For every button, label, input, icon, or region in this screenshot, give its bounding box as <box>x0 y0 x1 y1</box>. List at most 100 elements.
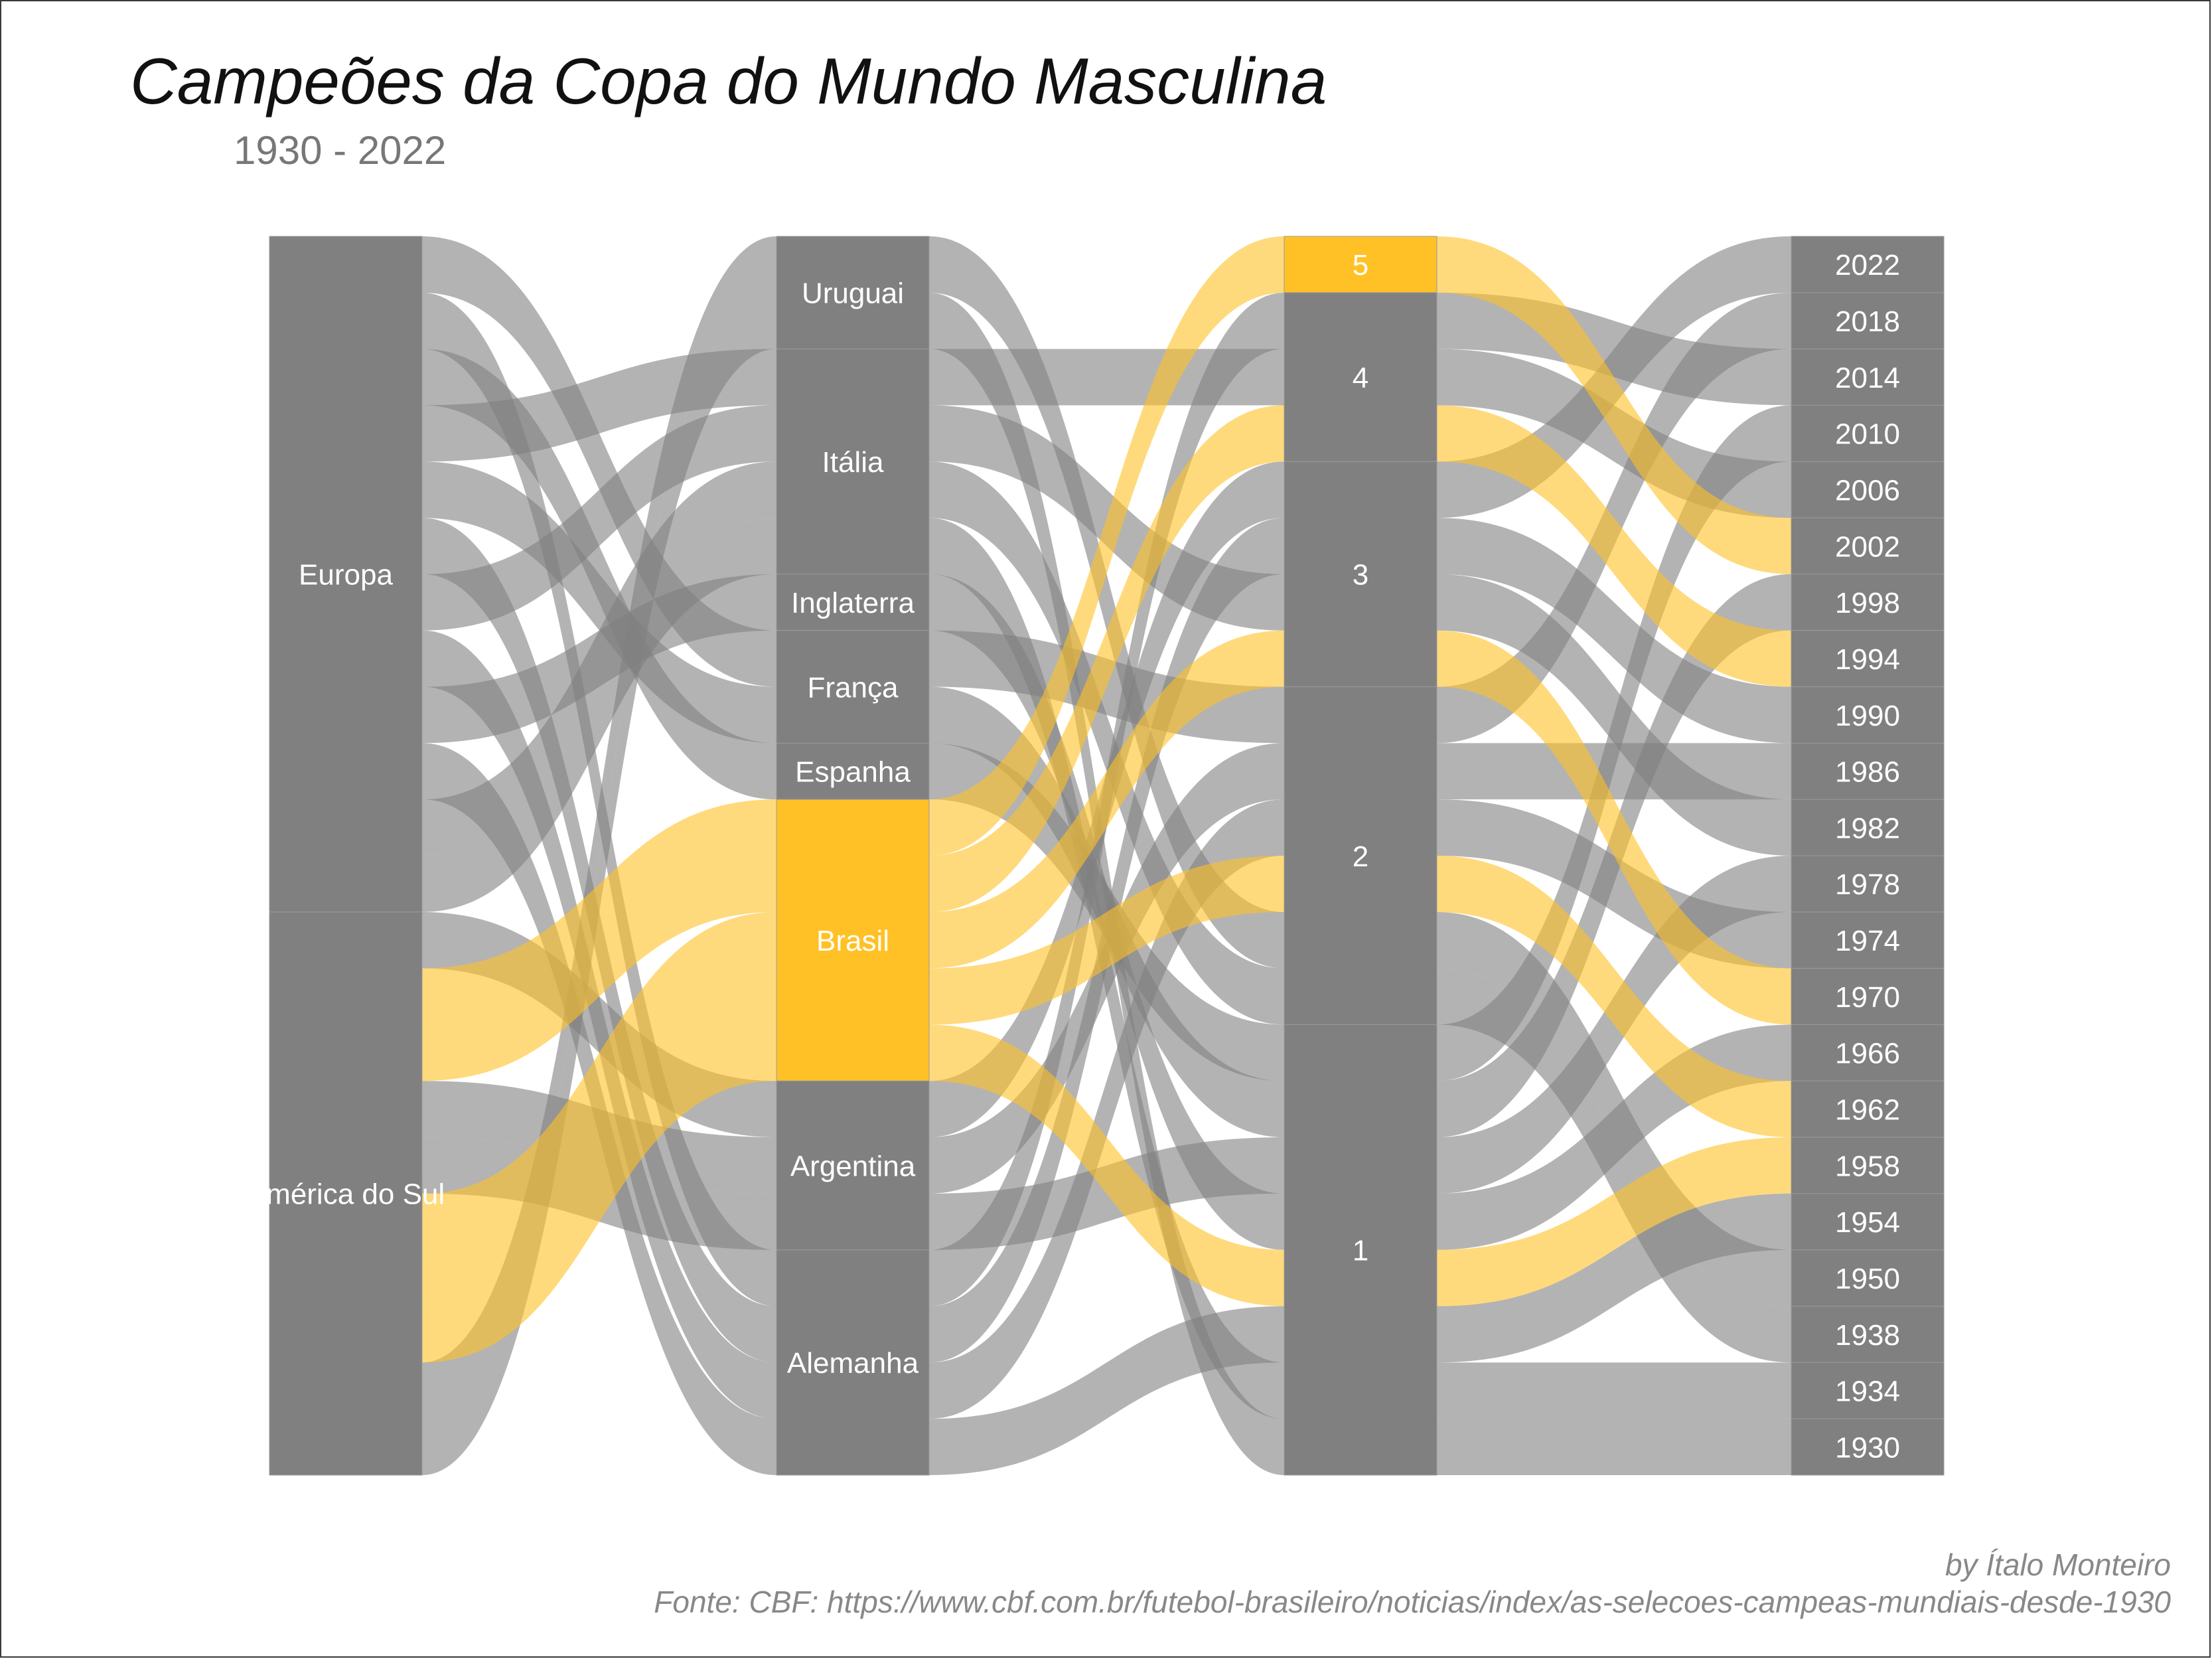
node-ano-1974 <box>1791 911 1945 969</box>
flow-brasil-1970-2 <box>1437 630 1791 1025</box>
label-ano-1986: 1986 <box>1835 756 1900 789</box>
node-títulos-4 <box>1284 292 1438 462</box>
flow-brasil-1962-0 <box>422 968 776 1306</box>
flow-brasil-1994-1 <box>929 405 1284 912</box>
node-ano-2006 <box>1791 461 1945 518</box>
node-seleção-inglaterra <box>776 574 930 631</box>
node-ano-2018 <box>1791 292 1945 350</box>
flow-brasil-1994-2 <box>1437 405 1791 687</box>
node-seleção-alemanha <box>776 1249 930 1476</box>
node-títulos-5 <box>1284 236 1438 293</box>
node-continente-europa <box>269 236 423 913</box>
flow-franca-1998-0 <box>422 461 776 744</box>
node-ano-1986 <box>1791 742 1945 800</box>
label-seleção-franca: França <box>808 671 899 704</box>
flow-brasil-1970-1 <box>929 630 1284 969</box>
flow-brasil-2002-0 <box>422 799 776 1025</box>
label-ano-2022: 2022 <box>1835 249 1900 281</box>
label-ano-2018: 2018 <box>1835 305 1900 338</box>
label-ano-1966: 1966 <box>1835 1038 1900 1070</box>
node-ano-1930 <box>1791 1418 1945 1476</box>
label-ano-1998: 1998 <box>1835 587 1900 619</box>
node-ano-1990 <box>1791 686 1945 744</box>
node-continente-america-do-sul <box>269 911 423 1476</box>
node-ano-2022 <box>1791 236 1945 293</box>
flow-italia-1934-0 <box>422 518 776 912</box>
flow-franca-2018-0 <box>422 236 776 687</box>
flow-italia-1934-1 <box>929 518 1284 1419</box>
node-ano-1934 <box>1791 1362 1945 1419</box>
flow-brasil-1962-2 <box>1437 856 1791 1138</box>
label-ano-2010: 2010 <box>1835 418 1900 451</box>
node-seleção-franca <box>776 630 930 744</box>
label-seleção-brasil: Brasil <box>816 925 889 957</box>
label-ano-2006: 2006 <box>1835 475 1900 507</box>
label-ano-1950: 1950 <box>1835 1263 1900 1295</box>
flow-italia-1938-0 <box>422 461 776 856</box>
node-ano-2014 <box>1791 349 1945 406</box>
node-seleção-espanha <box>776 742 930 800</box>
label-continente-america-do-sul: América do Sul <box>247 1178 445 1211</box>
node-ano-1994 <box>1791 630 1945 688</box>
node-ano-1950 <box>1791 1249 1945 1307</box>
label-ano-1990: 1990 <box>1835 700 1900 732</box>
flow-alemanha-1974-1 <box>929 799 1284 1419</box>
flow-brasil-1994-0 <box>422 856 776 1081</box>
flow-italia-1938-1 <box>929 461 1284 1025</box>
label-seleção-italia: Itália <box>822 446 884 479</box>
node-seleção-italia <box>776 349 930 575</box>
flow-brasil-1958-2 <box>1437 1137 1791 1306</box>
node-ano-2002 <box>1791 517 1945 575</box>
label-títulos-5: 5 <box>1353 249 1368 281</box>
node-ano-1966 <box>1791 1024 1945 1081</box>
flow-alemanha-1990-2 <box>1437 518 1791 744</box>
label-ano-1930: 1930 <box>1835 1431 1900 1464</box>
label-ano-1978: 1978 <box>1835 868 1900 901</box>
flow-layer <box>422 236 1791 1476</box>
caption-author: by Ítalo Monteiro <box>1945 1547 2171 1582</box>
caption-source: Fonte: CBF: https://www.cbf.com.br/futeb… <box>654 1585 2171 1619</box>
flow-brasil-2002-1 <box>929 236 1284 856</box>
label-ano-1982: 1982 <box>1835 812 1900 844</box>
flow-uruguai-1930-2 <box>1437 1419 1791 1475</box>
node-seleção-brasil <box>776 799 930 1081</box>
node-ano-1954 <box>1791 1193 1945 1251</box>
label-títulos-1: 1 <box>1353 1235 1368 1267</box>
label-títulos-3: 3 <box>1353 559 1368 592</box>
flow-alemanha-1974-2 <box>1437 799 1791 969</box>
flow-italia-1938-2 <box>1437 968 1791 1363</box>
flow-italia-1934-2 <box>1437 1362 1791 1419</box>
label-seleção-argentina: Argentina <box>790 1150 916 1182</box>
label-continente-europa: Europa <box>299 559 393 592</box>
label-ano-2002: 2002 <box>1835 530 1900 563</box>
flow-uruguai-1930-1 <box>929 292 1284 1476</box>
node-seleção-argentina <box>776 1080 930 1251</box>
node-seleção-uruguai <box>776 236 930 350</box>
flow-brasil-1970-0 <box>422 911 776 1250</box>
flow-italia-1982-2 <box>1437 574 1791 856</box>
flow-uruguai-1950-2 <box>1437 911 1791 1306</box>
flow-uruguai-1950-1 <box>929 236 1284 969</box>
node-títulos-2 <box>1284 686 1438 1025</box>
label-ano-1934: 1934 <box>1835 1376 1900 1408</box>
flow-brasil-1962-1 <box>929 856 1284 1025</box>
chart-subtitle: 1930 - 2022 <box>234 128 447 173</box>
label-ano-1974: 1974 <box>1835 925 1900 957</box>
flow-alemanha-1974-0 <box>422 630 776 1419</box>
label-seleção-inglaterra: Inglaterra <box>791 587 915 619</box>
flow-brasil-2002-2 <box>1437 236 1791 574</box>
flow-brasil-1958-1 <box>929 1024 1284 1306</box>
node-ano-1982 <box>1791 799 1945 856</box>
node-layer <box>269 236 1945 1476</box>
node-ano-1958 <box>1791 1137 1945 1194</box>
label-títulos-4: 4 <box>1353 362 1368 394</box>
node-títulos-1 <box>1284 1024 1438 1476</box>
chart-title: Campeões da Copa do Mundo Masculina <box>130 44 1327 118</box>
label-ano-1994: 1994 <box>1835 643 1900 676</box>
node-ano-1938 <box>1791 1306 1945 1363</box>
node-ano-1970 <box>1791 968 1945 1025</box>
label-seleção-uruguai: Uruguai <box>802 277 904 310</box>
node-ano-1998 <box>1791 574 1945 631</box>
label-ano-1954: 1954 <box>1835 1206 1900 1239</box>
